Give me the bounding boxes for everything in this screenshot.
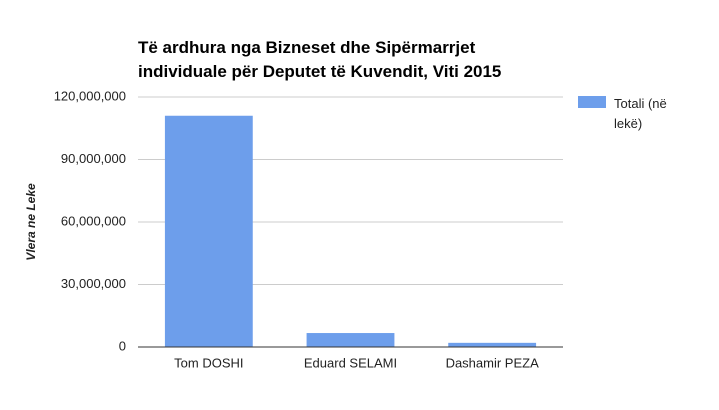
y-tick-label: 30,000,000 [61, 276, 126, 291]
y-tick-label: 0 [119, 338, 126, 353]
chart-title: Të ardhura nga Bizneset dhe Sipërmarrjet… [138, 38, 502, 81]
x-tick-label: Eduard SELAMI [304, 355, 397, 370]
bar [448, 342, 537, 347]
bar [306, 333, 395, 347]
y-tick-label: 90,000,000 [61, 151, 126, 166]
legend-swatch [578, 96, 606, 108]
legend-label: Totali (në lekë) [614, 96, 667, 131]
y-axis-label: Vlera ne Leke [24, 183, 38, 261]
x-tick-label: Tom DOSHI [174, 355, 243, 370]
bar [164, 115, 253, 347]
y-tick-label: 60,000,000 [61, 213, 126, 228]
y-tick-label: 120,000,000 [54, 88, 126, 103]
x-tick-label: Dashamir PEZA [446, 355, 540, 370]
